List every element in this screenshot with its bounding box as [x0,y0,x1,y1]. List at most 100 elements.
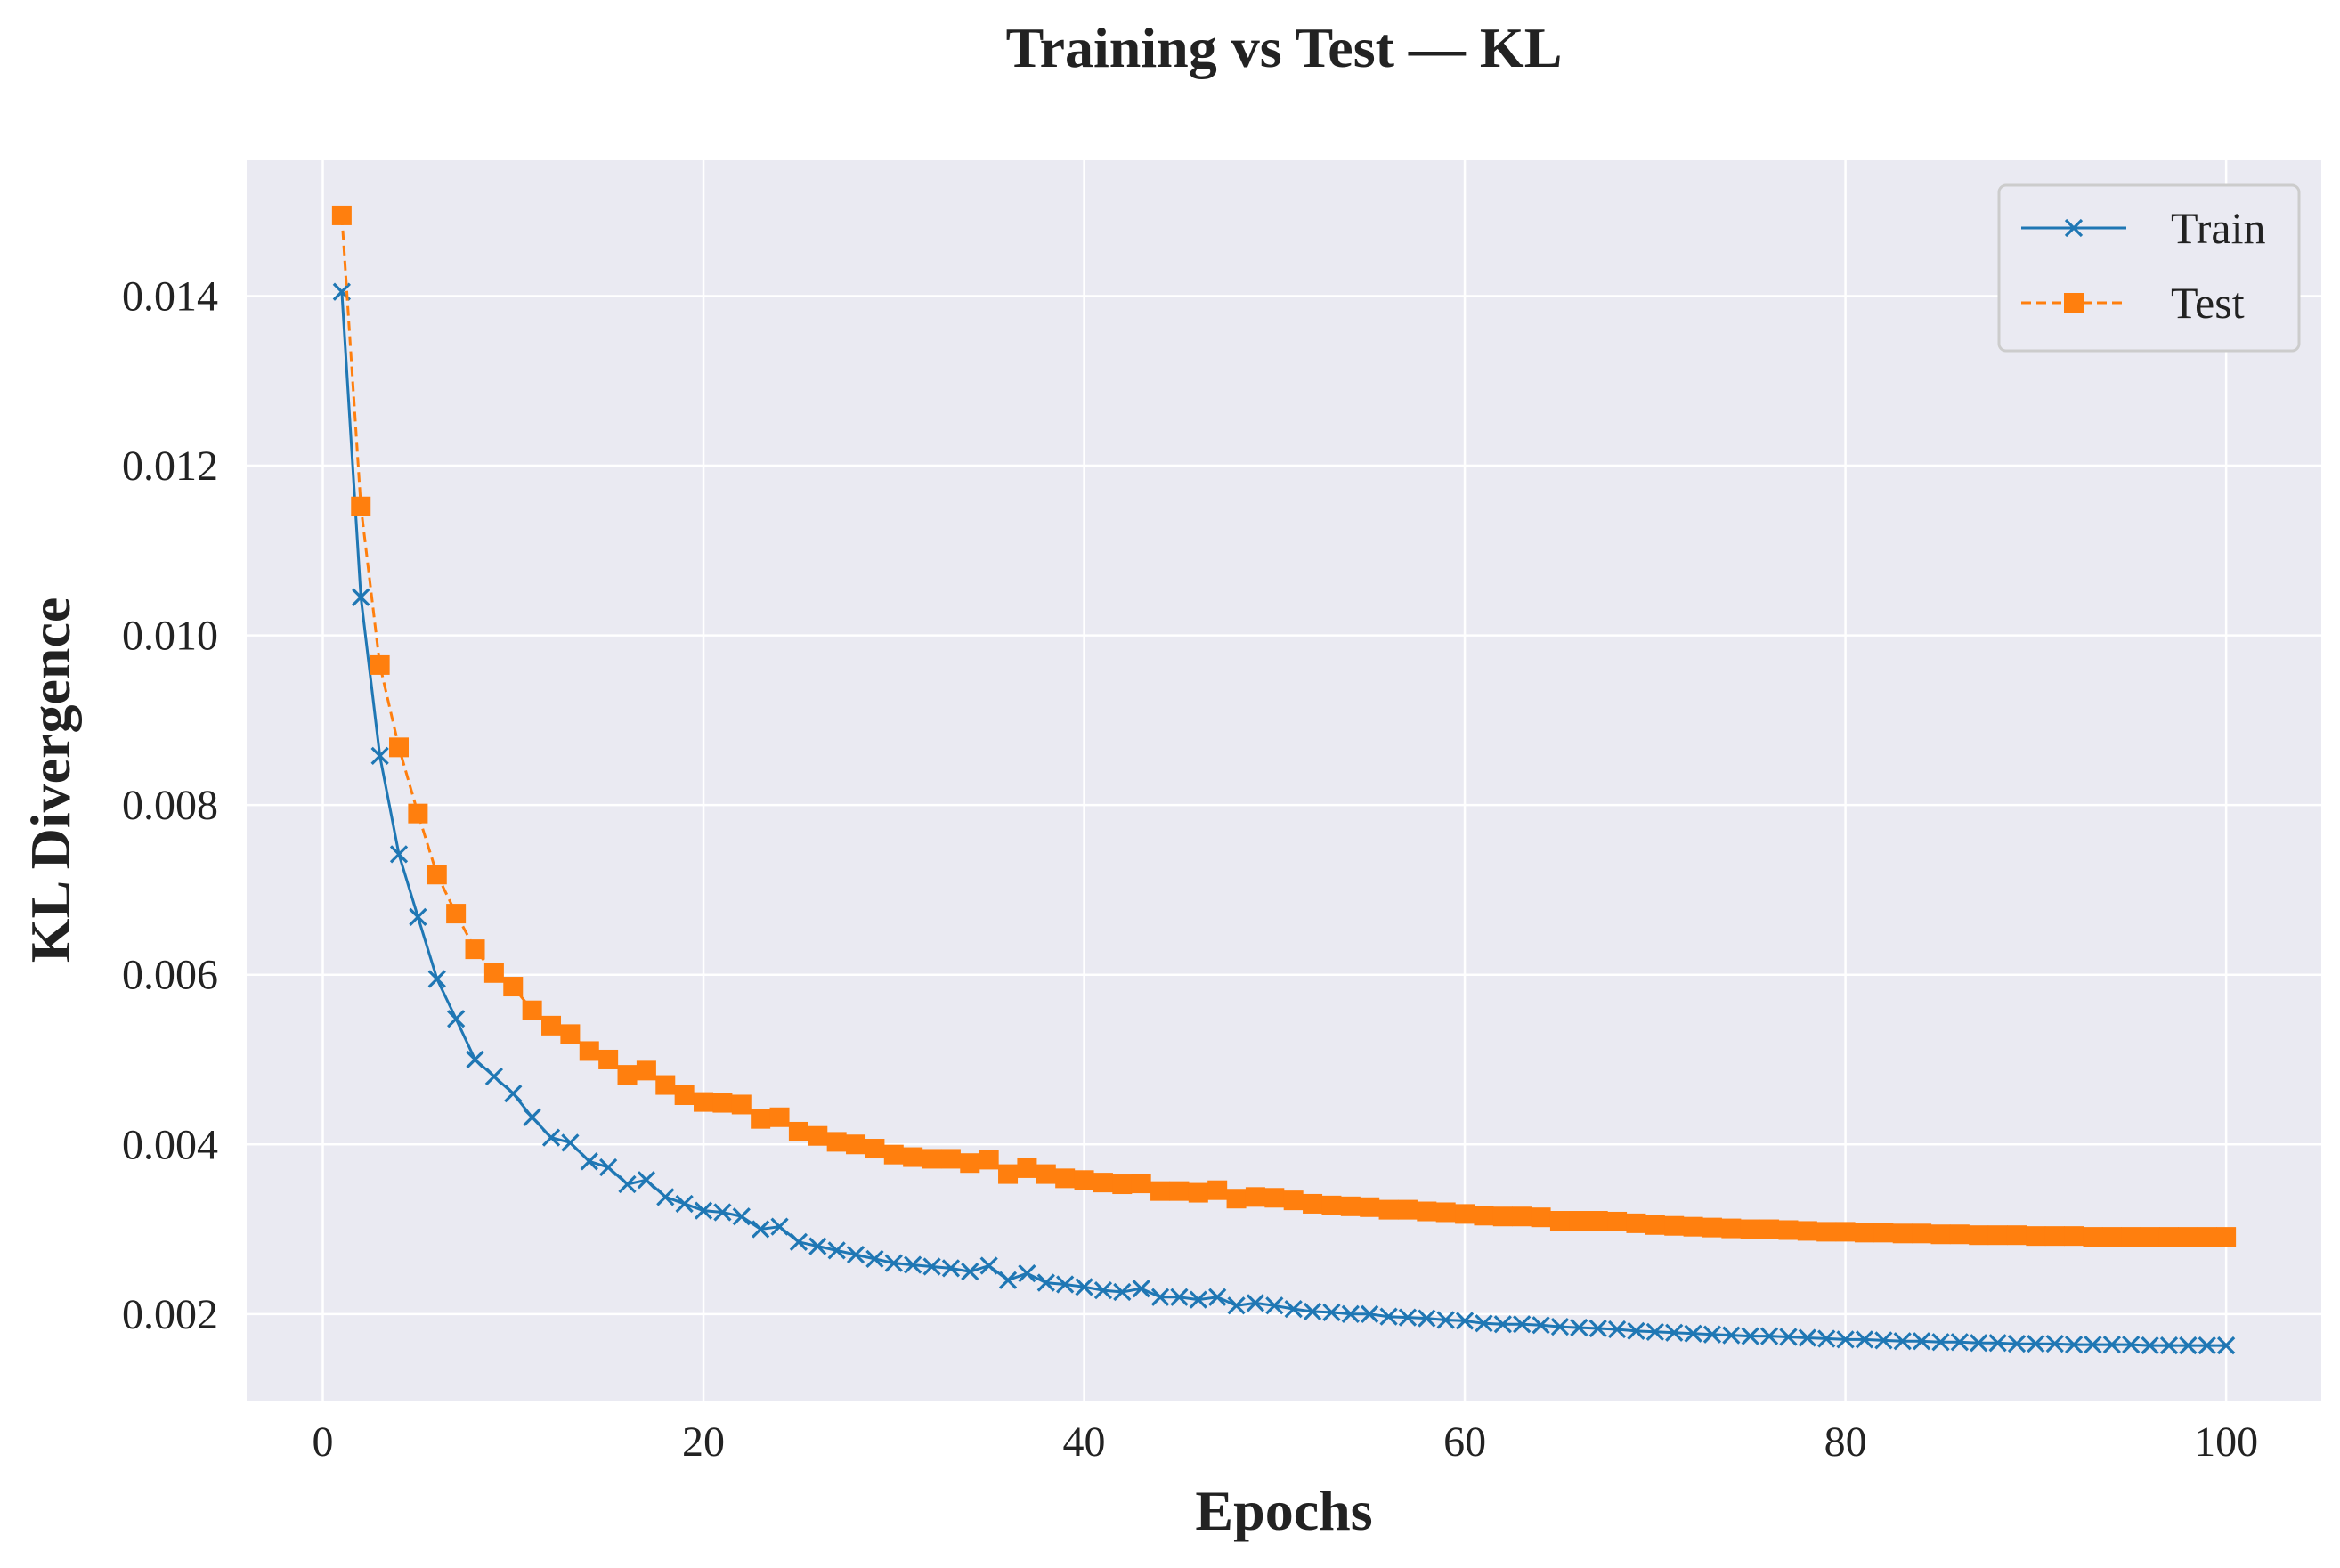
train-point [2007,1335,2027,1353]
y-tick-label: 0.006 [122,952,218,999]
test-point [712,1093,733,1113]
train-point [1607,1320,1627,1339]
train-point [1227,1296,1246,1315]
train-point [1322,1303,1341,1322]
train-point [979,1256,998,1275]
test-point [1797,1221,1817,1241]
train-point [2102,1335,2121,1354]
train-point [2141,1336,2159,1355]
test-point [1664,1215,1685,1236]
train-point [523,1108,541,1126]
train-point [389,845,409,864]
train-point [884,1254,903,1272]
train-series [332,282,2236,1355]
test-point [1188,1182,1208,1203]
test-point [1549,1211,1570,1231]
test-point [751,1109,771,1129]
train-point [827,1241,846,1260]
test-point [1264,1188,1285,1208]
x-tick-label: 20 [682,1418,725,1466]
train-point [1361,1304,1379,1323]
test-point [922,1149,942,1169]
test-point [1112,1174,1133,1195]
train-point [846,1245,865,1264]
test-point [503,977,524,997]
train-point [637,1171,656,1190]
test-point [579,1041,599,1061]
test-point [1835,1222,1856,1242]
test-point [408,803,428,824]
test-point [1207,1180,1228,1200]
test-point [2178,1227,2198,1247]
train-point [1056,1275,1075,1294]
train-point [752,1220,770,1239]
test-point [483,963,504,983]
train-point [1093,1281,1113,1300]
y-tick-label: 0.002 [122,1291,218,1338]
test-point [1816,1222,1837,1242]
x-tick-label: 80 [1824,1418,1867,1466]
test-point [1912,1223,1932,1244]
train-point [2122,1335,2141,1354]
test-point [1854,1223,1874,1243]
train-point [466,1050,484,1069]
train-point [1246,1294,1265,1312]
y-tick-label: 0.014 [122,272,218,320]
train-point [1912,1332,1931,1351]
grid [247,160,2321,1401]
test-point [2006,1225,2027,1246]
train-point [1418,1309,1436,1328]
train-point [2179,1336,2198,1355]
train-point [484,1067,504,1086]
train-point [1132,1280,1150,1298]
train-point [1627,1321,1645,1341]
train-point [1874,1331,1893,1350]
x-axis-label: Epochs [1195,1479,1372,1542]
train-point [561,1133,580,1152]
test-point [1226,1189,1247,1209]
legend: Train Test [1997,183,2301,353]
train-point [427,970,446,988]
train-point [2198,1336,2216,1355]
test-point [2216,1227,2237,1247]
legend-label: Test [2171,278,2245,328]
train-point [1817,1329,1836,1348]
train-point [1684,1324,1702,1343]
train-point [2159,1336,2179,1355]
test-point [1778,1220,1799,1240]
test-point [1702,1217,1722,1238]
train-point [1741,1327,1759,1345]
train-point [2216,1336,2236,1355]
y-tick-label: 0.010 [122,613,218,660]
train-point [694,1201,713,1220]
legend-swatch-marker [2064,293,2084,313]
test-point [2197,1227,2217,1247]
train-point [1931,1333,1950,1352]
test-point [1683,1216,1703,1237]
train-point [2064,1335,2084,1354]
y-tick-label: 0.008 [122,782,218,829]
test-point [1873,1223,1894,1243]
test-point [1969,1225,1989,1246]
test-point [883,1144,904,1165]
train-point [1550,1317,1570,1336]
test-point [1435,1202,1456,1223]
x-tick-label: 100 [2194,1418,2258,1466]
x-tick-label: 60 [1443,1418,1486,1466]
legend-swatch-marker [2064,218,2084,238]
train-point [1341,1304,1360,1323]
test-point [541,1015,562,1036]
train-point [447,1010,466,1028]
chart-title: Training vs Test — KL [1006,16,1563,79]
test-point [903,1147,923,1167]
train-point [1113,1282,1132,1302]
test-point [788,1121,808,1141]
test-point [960,1153,980,1174]
train-point [1702,1325,1722,1344]
train-point [1303,1302,1322,1321]
train-point [789,1232,808,1251]
test-point [808,1125,828,1146]
train-point [1075,1278,1093,1296]
test-point [2140,1227,2160,1247]
